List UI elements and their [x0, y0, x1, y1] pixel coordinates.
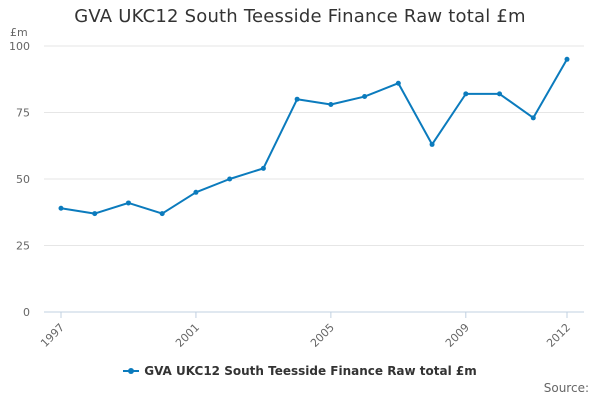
- data-point-1997[interactable]: [58, 205, 64, 211]
- y-tick-label-0: 0: [23, 306, 30, 319]
- legend-item-series[interactable]: GVA UKC12 South Teesside Finance Raw tot…: [123, 364, 477, 378]
- data-point-1999[interactable]: [125, 200, 131, 206]
- y-tick-label-75: 75: [16, 107, 30, 120]
- data-point-2006[interactable]: [362, 94, 368, 100]
- data-point-1998[interactable]: [92, 211, 98, 217]
- x-tick-label-2012: 2012: [544, 321, 573, 350]
- data-point-2005[interactable]: [328, 102, 334, 108]
- y-axis-unit-label: £m: [10, 26, 28, 39]
- x-tick-label-1997: 1997: [38, 321, 67, 350]
- y-tick-label-25: 25: [16, 240, 30, 253]
- y-tick-label-100: 100: [9, 40, 30, 53]
- data-point-2000[interactable]: [159, 211, 165, 217]
- legend-series-label: GVA UKC12 South Teesside Finance Raw tot…: [144, 364, 477, 378]
- legend-series-marker-icon: [123, 365, 140, 377]
- chart-title: GVA UKC12 South Teesside Finance Raw tot…: [74, 6, 526, 27]
- legend: GVA UKC12 South Teesside Finance Raw tot…: [0, 364, 600, 378]
- x-tick-label-2005: 2005: [308, 321, 337, 350]
- data-point-2003[interactable]: [260, 165, 266, 171]
- data-point-2008[interactable]: [429, 141, 435, 147]
- data-point-2007[interactable]: [395, 80, 401, 86]
- data-point-2009[interactable]: [463, 91, 469, 97]
- data-point-2012[interactable]: [564, 56, 570, 62]
- series-line-0: [60, 58, 568, 215]
- data-point-2002[interactable]: [227, 176, 233, 182]
- x-tick-label-2001: 2001: [173, 321, 202, 350]
- data-point-2010[interactable]: [497, 91, 503, 97]
- data-point-2004[interactable]: [294, 96, 300, 102]
- y-tick-label-50: 50: [16, 173, 30, 186]
- source-label: Source:: [543, 381, 589, 395]
- data-point-2011[interactable]: [530, 115, 536, 121]
- data-point-2001[interactable]: [193, 189, 199, 195]
- x-tick-label-2009: 2009: [443, 321, 472, 350]
